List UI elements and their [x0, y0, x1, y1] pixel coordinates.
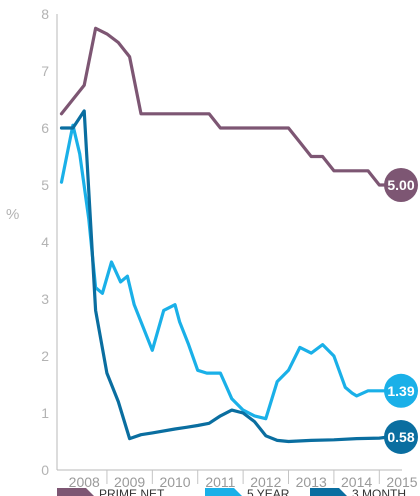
y-tick-label: 5	[41, 177, 49, 193]
axes	[56, 14, 402, 471]
x-tick-label: 2012	[250, 474, 281, 490]
series-line-prime	[59, 26, 393, 187]
end-label-badge-prime	[384, 168, 418, 202]
series-end-labels: 5.00 1.39 0.58	[384, 168, 418, 454]
x-tick-label: 2015	[386, 474, 417, 490]
x-tick-labels: 2008 2009 2010 2011 2012 2013 2014 2015	[69, 470, 418, 490]
x-tick-label: 2010	[159, 474, 190, 490]
end-label-value-swap: 1.39	[387, 383, 414, 399]
legend: PRIME NETINITIAL YIELD5 YEARSWAP3 MONTHL…	[57, 487, 406, 496]
x-tick-label: 2011	[205, 474, 235, 490]
end-label-badge-libor	[384, 419, 418, 454]
legend-swatch-swap	[205, 488, 242, 496]
y-tick-label: 4	[41, 234, 49, 250]
y-tick-label: 6	[41, 120, 49, 136]
y-tick-label: 7	[41, 63, 49, 79]
y-tick-labels: 0 1 2 3 4 5 6 7 8	[41, 6, 49, 478]
x-tick-label: 2014	[341, 474, 372, 490]
y-tick-label: 8	[41, 6, 49, 22]
series-line-libor	[59, 109, 393, 444]
x-tick-label: 2008	[69, 474, 100, 490]
legend-swatch-libor	[310, 488, 347, 496]
y-tick-label: 1	[41, 405, 49, 421]
end-label-value-prime: 5.00	[387, 177, 414, 193]
end-label-value-libor: 0.58	[387, 429, 414, 445]
x-tick-label: 2009	[114, 474, 145, 490]
y-tick-label: 3	[41, 291, 49, 307]
y-tick-label: 2	[41, 348, 49, 364]
legend-label-prime: PRIME NET	[99, 487, 165, 496]
legend-label-swap: 5 YEAR	[247, 487, 290, 496]
y-tick-label: 0	[41, 462, 49, 478]
series-lines	[59, 26, 393, 444]
series-line-swap	[59, 123, 393, 421]
legend-swatch-prime	[57, 488, 94, 496]
y-axis-label: %	[6, 206, 19, 223]
x-tick-label: 2013	[296, 474, 327, 490]
end-label-badge-swap	[384, 373, 418, 408]
legend-label-libor: 3 MONTH	[352, 487, 406, 496]
